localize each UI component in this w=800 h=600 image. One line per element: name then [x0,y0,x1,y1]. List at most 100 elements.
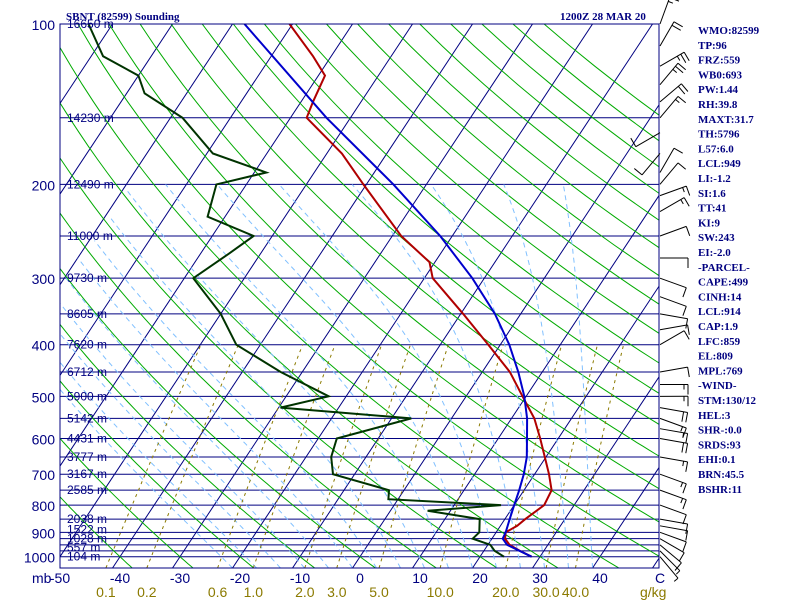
sounding-index-label: PW:1.44 [698,84,739,96]
sounding-index-label: SI:1.6 [698,188,726,200]
moist-adiabat-line [60,332,281,568]
pressure-tick-label: 500 [32,389,56,405]
moist-adiabat-line [165,184,449,568]
mixing-ratio-unit: g/kg [640,584,666,600]
mixing-ratio-line [217,344,304,568]
moist-adiabat-line [60,388,233,568]
moist-adiabat-line [77,257,353,568]
dry-adiabat-line [232,24,659,394]
wind-barb [659,407,689,423]
wind-barb [659,62,687,86]
dry-adiabat-line [108,24,659,523]
wind-barb [659,277,687,298]
sounding-index-label: FRZ:559 [698,55,741,67]
wind-barb [659,525,689,541]
isotherm-line [172,24,533,568]
height-label: 2585 m [67,483,107,497]
isotherm-line [232,24,593,568]
sounding-index-label: CAPE:499 [698,277,749,289]
dry-adiabat-line [139,24,659,490]
dry-adiabat-line [388,24,659,249]
mixing-ratio-label: 2.0 [295,584,315,600]
wind-barb [659,538,685,562]
mixing-ratio-label: 0.2 [137,584,157,600]
mixing-ratio-line [304,344,383,568]
wind-barb [659,531,687,552]
wind-barb [659,147,683,173]
mixing-ratio-label: 0.6 [208,584,228,600]
moist-adiabat-line [503,184,569,568]
sounding-index-label: MPL:769 [698,365,743,377]
sounding-index-label: EI:-2.0 [698,247,731,259]
temp-tick-label: 0 [356,570,364,586]
isotherm-line [112,24,473,568]
temp-tick-label: 40 [592,570,608,586]
height-label: 11000 m [67,229,113,243]
sounding-index-label: LFC:859 [698,336,741,348]
wind-barb [659,550,681,575]
temp-tick-label: -50 [50,570,70,586]
height-label: 7620 m [67,338,107,352]
dry-adiabat-line [60,46,620,568]
pressure-tick-label: 600 [32,432,56,448]
wind-barb [659,473,687,494]
sounding-index-label: MAXT:31.7 [698,114,754,126]
dry-adiabat-line [295,24,659,334]
sounding-index-label: WB0:693 [698,69,743,81]
isotherm-line [592,466,659,568]
wind-barb [633,153,661,176]
moist-adiabat-line [60,361,257,568]
moist-adiabat-line [109,216,401,568]
sounding-index-label: SHR-:0.0 [698,425,742,437]
mixing-ratio-line [336,344,411,568]
height-label: 557 m [67,541,100,555]
wind-barb [659,395,689,407]
dry-adiabat-line [170,24,659,457]
height-label: 3777 m [67,450,107,464]
sounding-index-label: CAP:1.9 [698,321,739,333]
dry-adiabat-line [60,323,316,568]
sounding-index-label: EL:809 [698,351,733,363]
pressure-tick-label: 200 [32,177,56,193]
wind-barb [659,96,687,119]
moist-adiabat-line [94,240,377,568]
dry-adiabat-line [357,24,659,277]
sounding-index-label: BSHR:11 [698,484,742,496]
height-label: 6712 m [67,365,107,379]
height-label: 9730 m [67,271,107,285]
height-label: 1028 m [67,532,107,546]
sounding-index-label: LI:-1.2 [698,173,731,185]
isotherm-line [60,24,173,195]
sounding-index-label: SW:243 [698,232,735,244]
wind-barb [659,162,687,185]
sounding-index-label: TH:5796 [698,129,740,141]
wind-barb [659,504,687,525]
dry-adiabat-line [77,24,659,557]
wind-barb [630,132,661,148]
temperature-trace [288,24,553,558]
sounding-index-label: LCL:949 [698,158,741,170]
wind-barb [659,51,690,67]
dewpoint-trace [87,24,505,558]
wind-barb [659,417,687,438]
pressure-tick-label: 400 [32,338,56,354]
height-label: 3167 m [67,467,107,481]
sounding-index-label: LCL:914 [698,306,741,318]
isotherm-line [532,375,659,568]
moist-adiabat-line [65,277,329,568]
dry-adiabat-line [60,437,194,568]
sounding-index-label: WMO:82599 [698,25,760,37]
height-label: 5142 m [67,411,107,425]
wind-barb [659,313,689,329]
temp-tick-label: -20 [230,570,250,586]
isotherm-line [352,103,659,568]
wind-barb [659,366,690,378]
x-axis-unit-label: mb [32,570,52,586]
sounding-index-label: TP:96 [698,40,727,52]
wind-barb [659,383,689,395]
dry-adiabat-line [60,157,498,568]
mixing-ratio-line [146,344,239,568]
wind-barb [659,257,689,268]
mixing-ratio-label: 1.0 [244,584,264,600]
